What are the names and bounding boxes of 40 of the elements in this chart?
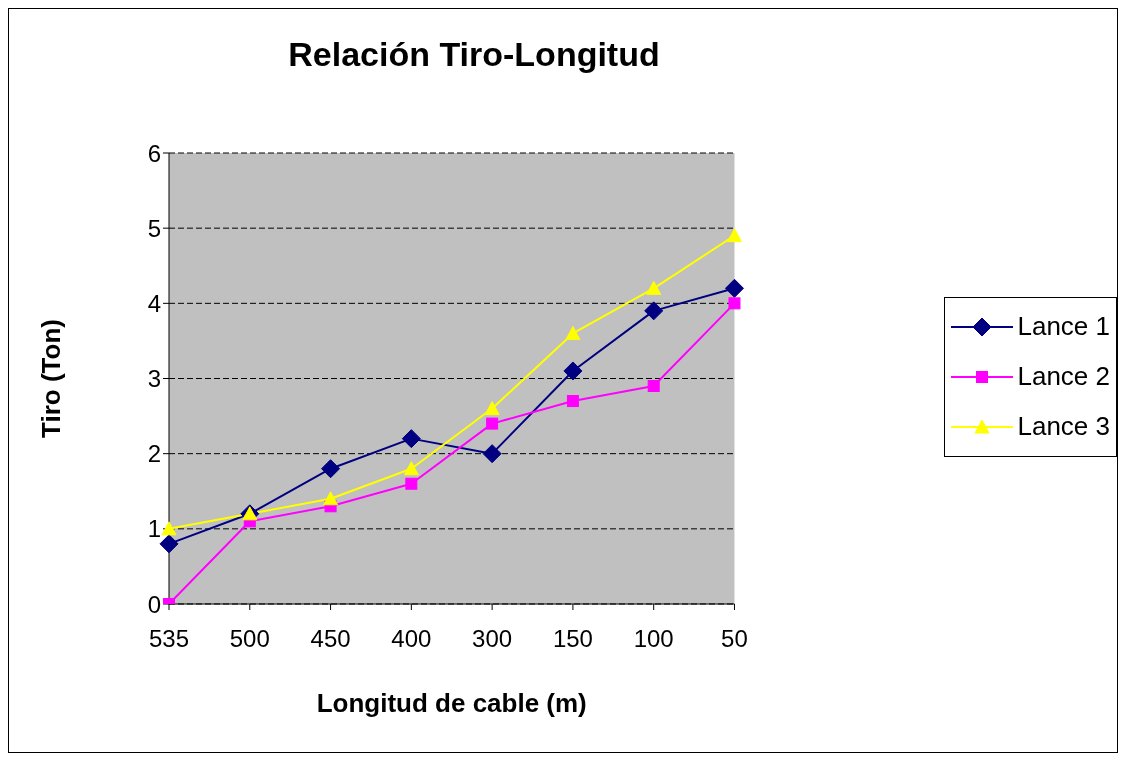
point [482, 444, 502, 464]
point [161, 521, 177, 536]
chart-title: Relación Tiro-Longitud [287, 35, 661, 74]
y-tick-label: 1 [147, 515, 161, 543]
x-tick-label: 100 [633, 625, 674, 653]
point [724, 278, 744, 298]
y-tick-label: 4 [147, 289, 161, 317]
x-tick-label: 50 [721, 625, 748, 653]
x-tick-label: 400 [391, 625, 432, 653]
y-tick-label: 2 [147, 440, 161, 468]
point [646, 280, 662, 295]
y-tick-label: 6 [147, 139, 161, 167]
point [405, 477, 418, 490]
point [321, 459, 341, 479]
x-tick-label: 500 [229, 625, 270, 653]
point [563, 361, 583, 381]
point [484, 401, 500, 416]
x-tick-label: 300 [472, 625, 513, 653]
y-tick-label: 0 [147, 590, 161, 618]
x-tick-label: 150 [552, 625, 593, 653]
point [323, 491, 339, 506]
legend-label: Lance 3 [1017, 411, 1111, 442]
point [728, 297, 741, 310]
x-axis-title: Longitud de cable (m) [316, 688, 587, 718]
y-tick-label: 5 [147, 214, 161, 242]
point [566, 395, 579, 408]
point [401, 429, 421, 449]
y-axis-title: Tiro (Ton) [36, 319, 67, 438]
legend-label: Lance 1 [1017, 311, 1111, 342]
point [647, 380, 660, 393]
point [159, 534, 179, 554]
x-tick-label: 535 [148, 625, 190, 653]
legend-label: Lance 2 [1017, 361, 1111, 392]
point [403, 461, 419, 476]
point [644, 301, 664, 321]
point [486, 417, 499, 430]
y-tick-label: 3 [147, 365, 161, 393]
point [565, 325, 581, 340]
point [726, 228, 742, 243]
x-tick-label: 450 [310, 625, 351, 653]
